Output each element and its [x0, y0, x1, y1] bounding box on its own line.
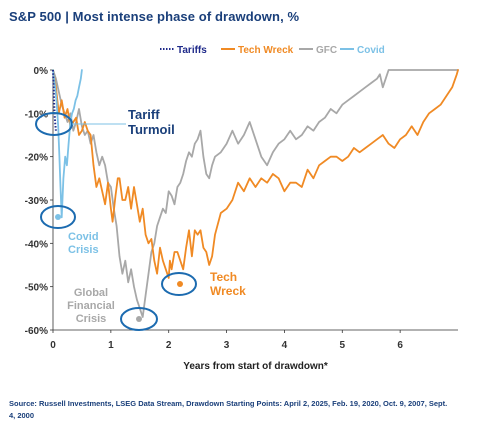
- y-tick-label: -40%: [25, 239, 48, 250]
- gfc-trough-marker: [136, 316, 142, 322]
- x-tick-label: 0: [50, 340, 56, 351]
- chart-title: S&P 500 | Most intense phase of drawdown…: [9, 9, 300, 24]
- x-axis-title: Years from start of drawdown*: [183, 361, 328, 372]
- y-tick-label: 0%: [34, 66, 49, 77]
- series-line-tariffs: [52, 69, 57, 131]
- annotation-tariffs-line-1: Tariff: [128, 107, 160, 122]
- x-tick-label: 6: [397, 340, 403, 351]
- covid-trough-marker: [55, 214, 61, 220]
- y-tick-label: -60%: [25, 326, 48, 337]
- x-tick-label: 3: [224, 340, 230, 351]
- gfc-highlight-circle: [120, 307, 158, 331]
- annotation-gfc-line-1: Global: [74, 287, 108, 299]
- x-tick-label: 5: [340, 340, 346, 351]
- annotation-gfc-line-2: Financial: [67, 300, 115, 312]
- x-tick-label: 1: [108, 340, 114, 351]
- legend-label-covid: Covid: [357, 45, 385, 56]
- legend-label-gfc: GFC: [316, 45, 337, 56]
- annotation-gfc-line-3: Crisis: [76, 313, 107, 325]
- legend-label-tech-wreck: Tech Wreck: [238, 45, 294, 56]
- annotation-tech-wreck-line-1: Tech: [210, 270, 237, 284]
- series-line-gfc: [52, 69, 459, 318]
- covid-highlight-circle: [40, 205, 76, 229]
- x-tick-label: 2: [166, 340, 172, 351]
- legend-label-tariffs: Tariffs: [177, 45, 207, 56]
- annotation-covid-line-2: Crisis: [68, 244, 99, 256]
- series-line-covid: [52, 69, 83, 219]
- y-tick-label: -30%: [25, 196, 48, 207]
- tech-wreck-trough-marker: [177, 281, 183, 287]
- x-tick-label: 4: [282, 340, 288, 351]
- y-tick-label: -10%: [25, 109, 48, 120]
- annotation-tariffs-line-2: Turmoil: [128, 122, 175, 137]
- tech-wreck-highlight-circle: [161, 272, 197, 296]
- annotation-tech-wreck-line-2: Wreck: [210, 284, 246, 298]
- y-tick-label: -50%: [25, 283, 48, 294]
- y-tick-label: -20%: [25, 153, 48, 164]
- annotation-covid-line-1: Covid: [68, 231, 99, 243]
- source-footnote: Source: Russell Investments, LSEG Data S…: [9, 399, 448, 420]
- series-line-tech-wreck: [52, 69, 459, 279]
